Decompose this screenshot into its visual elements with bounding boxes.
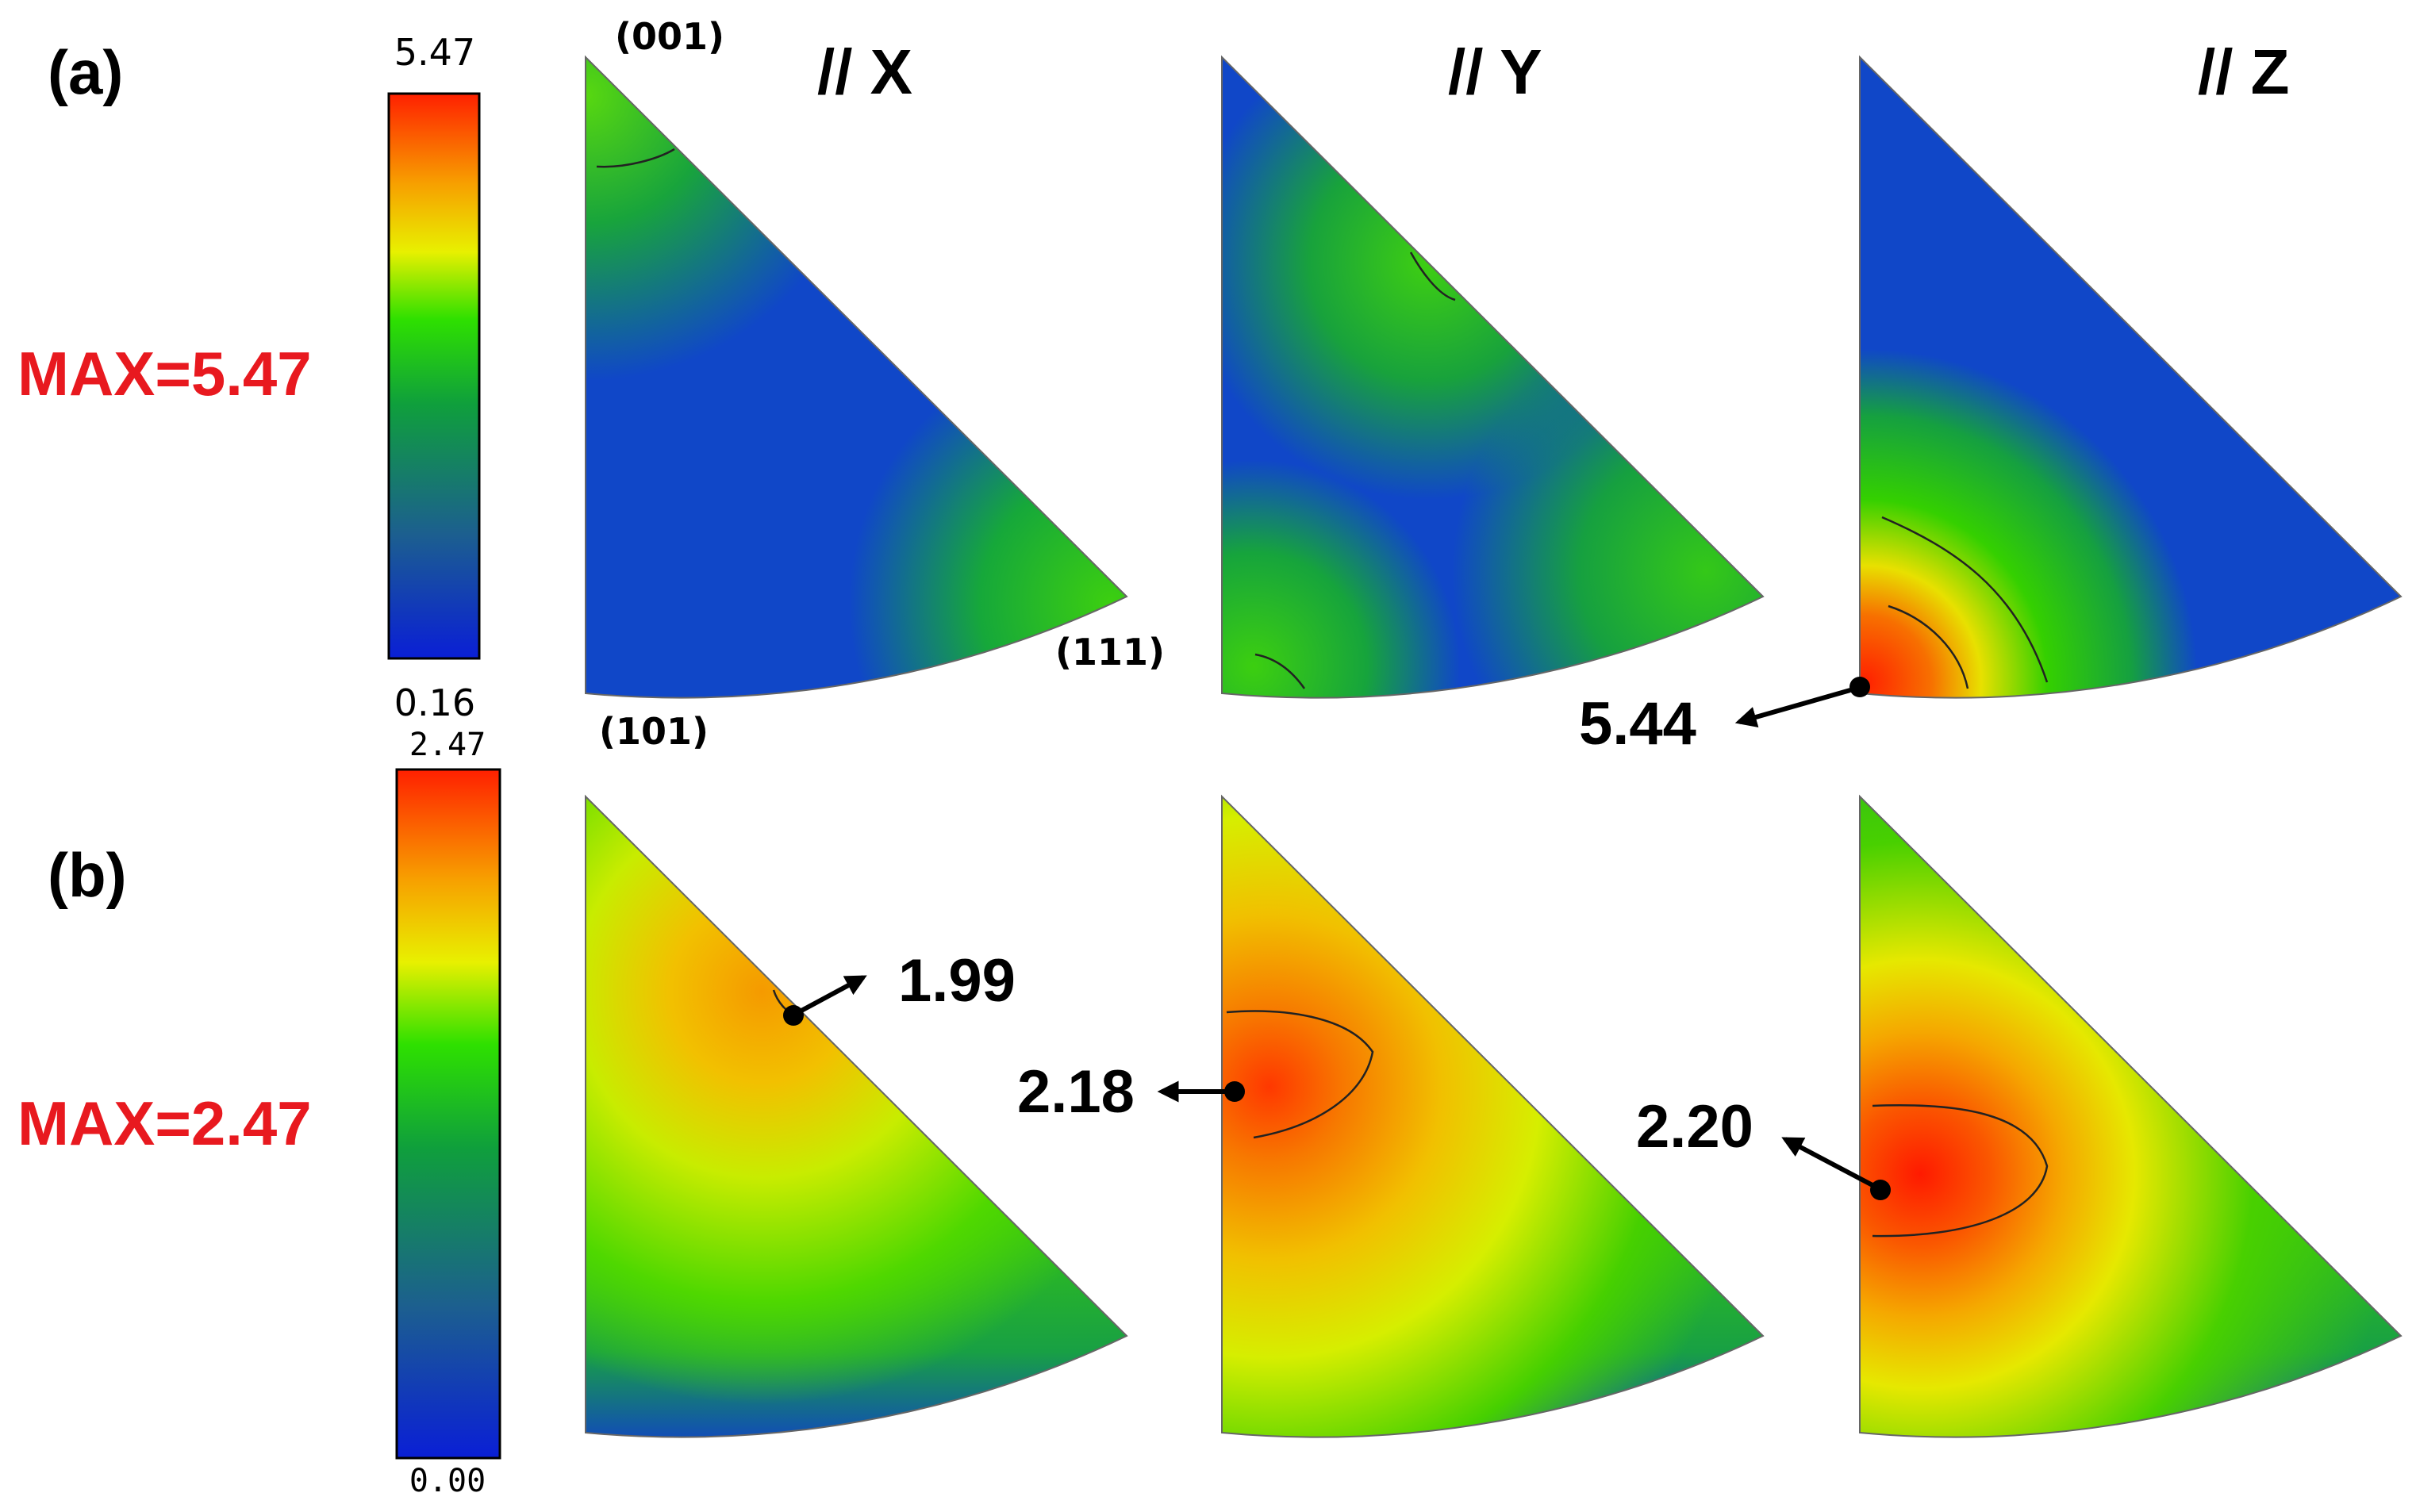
triangle-outline-a-x <box>585 55 1128 699</box>
colorbar-a <box>387 92 481 660</box>
annotation-b-y: 2.18 <box>1017 1058 1135 1126</box>
arrow-a-z-max <box>1734 688 1851 728</box>
colorbar-b-min: 0.00 <box>409 1463 486 1499</box>
column-title-z: // Z <box>2198 36 2290 107</box>
panel-b-max-label: MAX=2.47 <box>17 1088 312 1158</box>
pole-label-111: (111) <box>1055 631 1165 673</box>
triangle-outline-a-z <box>1859 55 2403 699</box>
column-title-x: // X <box>817 36 912 107</box>
marker-b-y-max <box>1224 1081 1245 1102</box>
pole-label-001: (001) <box>615 15 724 58</box>
annotation-b-z: 2.20 <box>1636 1093 1753 1161</box>
panel-a-max-label: MAX=5.47 <box>17 339 312 409</box>
arrow-b-x-max <box>800 975 867 1013</box>
annotation-b-x: 1.99 <box>898 947 1016 1015</box>
map-a-z <box>1860 57 2401 698</box>
map-a-x <box>586 57 1127 698</box>
colorbar-a-min: 0.16 <box>394 681 475 724</box>
triangle-outline-b-z <box>1859 794 2403 1438</box>
colorbar-b <box>395 768 501 1460</box>
column-title-y: // Y <box>1448 36 1542 107</box>
triangle-outline-a-y <box>1221 55 1765 699</box>
colorbar-a-max: 5.47 <box>394 31 475 74</box>
marker-b-x-max <box>783 1005 804 1026</box>
panel-b-label: (b) <box>48 840 127 910</box>
map-b-z <box>1860 796 2401 1437</box>
marker-b-z-max <box>1870 1180 1891 1200</box>
arrow-b-z-max <box>1781 1137 1874 1188</box>
triangle-outline-b-x <box>585 794 1128 1438</box>
map-a-y <box>1222 57 1763 698</box>
colorbar-b-max: 2.47 <box>409 727 486 763</box>
triangle-outline-b-y <box>1221 794 1765 1438</box>
marker-a-z-max <box>1849 677 1870 697</box>
annotation-a-z: 5.44 <box>1579 690 1696 758</box>
panel-a-label: (a) <box>48 37 123 107</box>
pole-label-101: (101) <box>599 710 709 753</box>
